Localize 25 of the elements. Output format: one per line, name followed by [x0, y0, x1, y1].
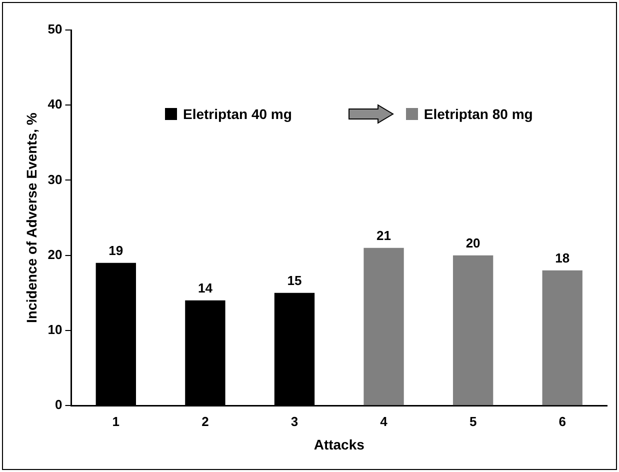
y-tick-label: 0	[55, 397, 62, 412]
bar	[542, 270, 582, 406]
y-tick-label: 50	[48, 22, 62, 37]
x-tick-label: 3	[290, 414, 298, 429]
y-axis-title: Incidence of Adverse Events, %	[23, 112, 40, 323]
y-tick-label: 10	[48, 322, 62, 338]
data-label: 15	[287, 273, 302, 288]
data-label: 20	[466, 235, 480, 250]
bar	[364, 248, 404, 406]
x-tick-label: 6	[558, 414, 566, 429]
x-tick-label: 2	[202, 414, 209, 429]
x-tick-label: 4	[380, 414, 388, 429]
data-label: 14	[198, 280, 214, 296]
y-tick-label: 40	[48, 96, 62, 112]
legend-label: Eletriptan 40 mg	[183, 106, 292, 122]
data-label: 18	[555, 250, 570, 266]
bar	[452, 255, 494, 406]
x-tick-label: 5	[469, 414, 477, 429]
data-label: 19	[108, 242, 124, 258]
x-axis-title: Attacks	[314, 436, 365, 452]
y-tick-label: 30	[48, 172, 62, 187]
legend-label: Eletriptan 80 mg	[424, 106, 533, 122]
x-tick-label: 1	[112, 414, 120, 429]
y-tick-label: 20	[48, 246, 62, 262]
data-label: 21	[376, 228, 392, 243]
